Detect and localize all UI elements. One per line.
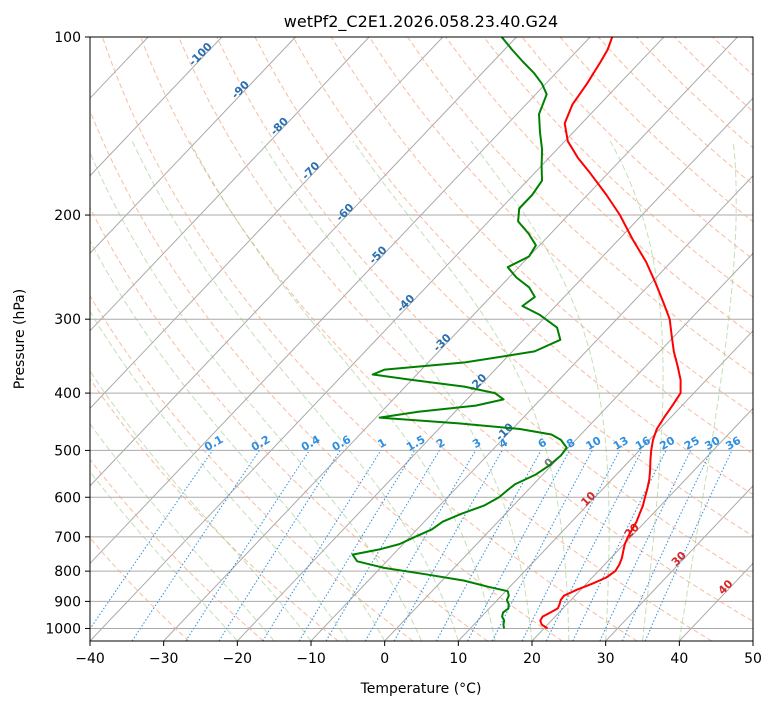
x-axis-ticks: −40 −30 −20 −10 0 10 20 30 40 50 [75, 641, 762, 667]
y-tick-label: 100 [54, 30, 81, 46]
temperature-profile-line [539, 37, 682, 630]
mixing-ratio-line [218, 450, 341, 641]
isotherm-line [605, 485, 753, 641]
x-tick-label: 40 [670, 651, 688, 667]
dry-adiabat-line [90, 537, 190, 641]
moist-adiabat-line [352, 140, 570, 641]
mixing-ratio-line [90, 450, 214, 630]
x-tick-label: −40 [75, 651, 105, 667]
isotherm-line [90, 37, 296, 255]
dry-adiabat-line [407, 37, 753, 376]
isotherm-line [90, 37, 370, 332]
isotherm-line [90, 37, 591, 565]
moist-adiabat-line [90, 470, 238, 641]
dry-adiabat-line [140, 37, 712, 641]
plot-frame [89, 36, 754, 642]
moist-adiabat-line [470, 140, 610, 641]
isotherm-line [236, 97, 753, 641]
dry-adiabat-line [178, 37, 753, 622]
y-tick-label: 800 [54, 564, 81, 580]
mixing-ratio-line [491, 450, 593, 641]
mixing-ratio-line [185, 450, 310, 641]
chart-title: wetPf2_C2E1.2026.058.23.40.G24 [284, 12, 558, 32]
y-tick-label: 200 [54, 208, 81, 224]
x-tick-label: −30 [149, 651, 179, 667]
mixing-ratio-line [521, 450, 621, 641]
isotherm-line [90, 37, 444, 410]
mixing-ratio-line [131, 450, 260, 641]
isotherm-line [457, 330, 753, 641]
moist-adiabat-line [678, 141, 737, 641]
mixing-ratio-line [599, 450, 692, 641]
y-tick-label: 600 [54, 490, 81, 506]
dry-adiabat-line [216, 37, 753, 579]
moist-adiabat-line [261, 140, 533, 641]
y-tick-label: 400 [54, 386, 81, 402]
x-tick-label: 30 [597, 651, 615, 667]
moist-adiabat-line [131, 140, 459, 641]
mixing-ratio-line [545, 450, 643, 641]
dry-adiabat-line [368, 37, 753, 415]
moist-adiabat-line [90, 370, 312, 641]
y-tick-label: 300 [54, 312, 81, 328]
y-tick-label: 500 [54, 443, 81, 459]
mixing-ratio-line [393, 450, 503, 641]
isotherm-line [90, 37, 223, 177]
mixing-ratio-line [298, 450, 416, 641]
mixing-ratio-line [621, 450, 712, 641]
dry-adiabat-line [483, 37, 753, 298]
isotherm-line [531, 407, 753, 641]
x-axis-label: Temperature (°C) [360, 681, 482, 697]
dry-adiabat-line [90, 294, 414, 641]
y-tick-label: 700 [54, 530, 81, 546]
background-lines [90, 37, 753, 641]
x-tick-label: 20 [523, 651, 541, 667]
dry-adiabat-line [101, 37, 638, 641]
mixing-ratio-line [435, 450, 542, 641]
y-axis-label: Pressure (hPa) [12, 289, 28, 389]
dry-adiabat-line [90, 206, 488, 641]
sounding-profiles [351, 37, 682, 630]
x-tick-label: −20 [223, 651, 253, 667]
isotherm-line [90, 37, 517, 487]
mixing-ratio-line [467, 450, 571, 641]
x-tick-label: 50 [744, 651, 762, 667]
y-axis-ticks: 100 200 300 400 500 600 700 800 900 1000 [45, 30, 90, 637]
moist-adiabat-line [90, 151, 422, 641]
moist-adiabat-line [90, 422, 275, 641]
moist-adiabat-line [90, 310, 349, 641]
x-tick-label: 0 [380, 651, 389, 667]
mixing-ratio-line [262, 450, 382, 641]
y-tick-label: 900 [54, 594, 81, 610]
dry-adiabat-line [90, 458, 264, 641]
mixing-ratio-line [572, 450, 667, 641]
x-tick-label: 10 [449, 651, 467, 667]
mixing-ratio-line [644, 450, 733, 641]
x-tick-label: −10 [296, 651, 326, 667]
dewpoint-profile-line [351, 37, 568, 629]
isotherm-line [163, 37, 738, 641]
y-tick-label: 1000 [45, 621, 81, 637]
moist-adiabat-line [609, 140, 664, 641]
moist-adiabat-line [90, 239, 386, 641]
dry-adiabat-line [90, 109, 563, 641]
dry-adiabat-line [292, 37, 753, 496]
moist-adiabat-line [189, 140, 496, 641]
